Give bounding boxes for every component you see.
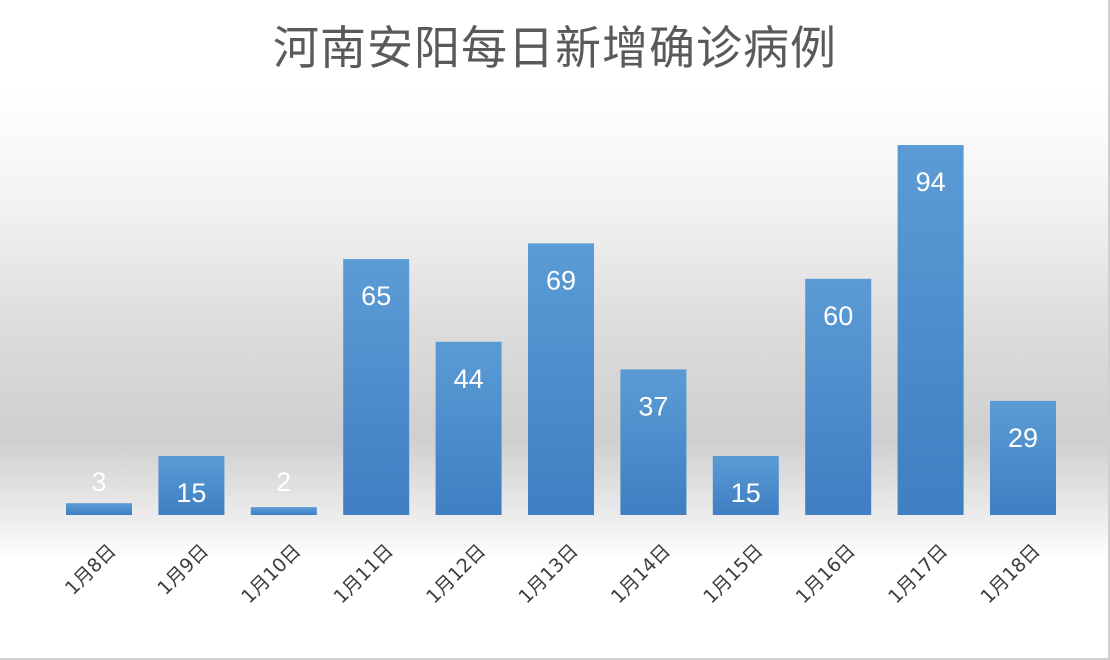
x-tick-label: 1月10日 <box>237 540 305 608</box>
bar-data-label: 2 <box>276 467 291 497</box>
x-tick-label: 1月9日 <box>153 540 213 600</box>
bar-8 <box>712 456 779 515</box>
x-tick-label: 1月11日 <box>330 540 398 608</box>
bar-7 <box>620 369 687 515</box>
x-tick-label: 1月16日 <box>792 540 860 608</box>
data-label-group: 3 15 2 65 44 69 37 15 60 94 29 <box>91 167 1038 508</box>
bar-data-label: 44 <box>454 364 484 394</box>
x-axis-tick-labels: 1月8日 1月9日 1月10日 1月11日 1月12日 1月13日 1月14日 1月15日 1月… <box>61 540 1045 608</box>
bar-1 <box>66 503 132 515</box>
bar-data-label: 60 <box>823 301 853 331</box>
x-tick-label: 1月13日 <box>514 540 582 608</box>
bar-data-label: 37 <box>638 391 668 421</box>
x-tick-label: 1月18日 <box>976 540 1044 608</box>
bar-data-label: 69 <box>546 265 576 295</box>
chart-title: 河南安阳每日新增确诊病例 <box>273 21 837 75</box>
bar-6 <box>528 243 594 515</box>
bar-group <box>66 145 1056 515</box>
bar-4 <box>343 259 410 515</box>
bar-data-label: 94 <box>916 167 946 197</box>
bar-data-label: 3 <box>91 467 106 497</box>
bar-11 <box>990 400 1056 515</box>
bar-data-label: 15 <box>176 478 206 508</box>
x-tick-label: 1月12日 <box>422 540 490 608</box>
bar-9 <box>805 278 872 515</box>
bar-10 <box>897 145 964 515</box>
bar-2 <box>158 456 225 515</box>
bar-data-label: 65 <box>361 281 391 311</box>
bar-5 <box>435 341 502 515</box>
x-tick-label: 1月8日 <box>61 540 121 600</box>
bar-data-label: 15 <box>731 478 761 508</box>
bar-3 <box>250 507 317 515</box>
x-tick-label: 1月14日 <box>607 540 675 608</box>
x-tick-label: 1月17日 <box>884 540 952 608</box>
x-tick-label: 1月15日 <box>699 540 767 608</box>
bar-data-label: 29 <box>1008 423 1038 453</box>
